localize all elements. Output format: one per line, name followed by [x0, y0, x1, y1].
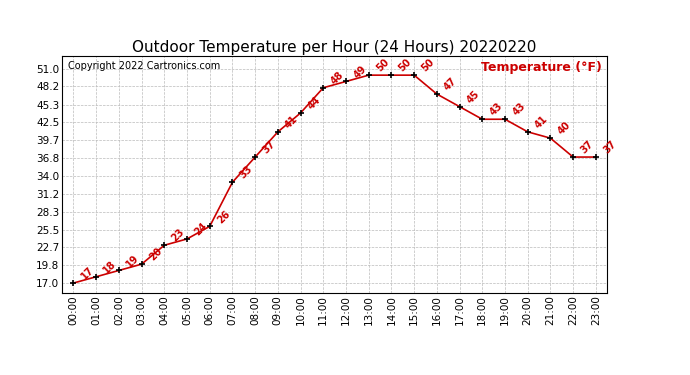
Text: 17: 17	[79, 265, 96, 282]
Text: 50: 50	[420, 57, 436, 74]
Text: 19: 19	[124, 252, 141, 269]
Text: 43: 43	[488, 101, 504, 118]
Text: 24: 24	[193, 221, 209, 237]
Text: 50: 50	[397, 57, 413, 74]
Text: Temperature (°F): Temperature (°F)	[481, 61, 602, 74]
Text: 40: 40	[556, 120, 573, 137]
Text: 47: 47	[442, 76, 459, 93]
Text: Copyright 2022 Cartronics.com: Copyright 2022 Cartronics.com	[68, 61, 220, 71]
Text: 44: 44	[306, 95, 323, 111]
Text: 18: 18	[101, 259, 119, 275]
Text: 49: 49	[352, 63, 368, 80]
Text: 45: 45	[465, 88, 482, 105]
Title: Outdoor Temperature per Hour (24 Hours) 20220220: Outdoor Temperature per Hour (24 Hours) …	[132, 40, 537, 55]
Text: 48: 48	[329, 70, 346, 86]
Text: 23: 23	[170, 227, 186, 244]
Text: 33: 33	[238, 164, 255, 181]
Text: 41: 41	[284, 114, 300, 130]
Text: 37: 37	[579, 139, 595, 156]
Text: 43: 43	[511, 101, 527, 118]
Text: 20: 20	[147, 246, 164, 263]
Text: 26: 26	[215, 209, 232, 225]
Text: 37: 37	[261, 139, 277, 156]
Text: 50: 50	[374, 57, 391, 74]
Text: 37: 37	[602, 139, 618, 156]
Text: 41: 41	[533, 114, 550, 130]
